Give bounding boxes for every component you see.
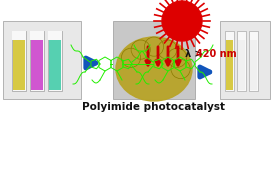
FancyBboxPatch shape xyxy=(48,31,62,91)
FancyBboxPatch shape xyxy=(49,40,61,90)
FancyBboxPatch shape xyxy=(250,40,257,90)
Circle shape xyxy=(162,1,202,41)
Text: Polyimide photocatalyst: Polyimide photocatalyst xyxy=(82,102,225,112)
Ellipse shape xyxy=(116,37,192,101)
FancyBboxPatch shape xyxy=(225,31,234,91)
FancyBboxPatch shape xyxy=(12,31,26,91)
Text: 420 nm: 420 nm xyxy=(196,49,237,59)
FancyBboxPatch shape xyxy=(48,31,62,40)
FancyBboxPatch shape xyxy=(12,31,26,40)
FancyBboxPatch shape xyxy=(30,31,44,40)
FancyBboxPatch shape xyxy=(226,40,233,90)
FancyBboxPatch shape xyxy=(3,21,81,99)
FancyBboxPatch shape xyxy=(113,21,195,99)
FancyBboxPatch shape xyxy=(31,40,43,90)
FancyBboxPatch shape xyxy=(249,31,258,91)
FancyBboxPatch shape xyxy=(30,31,44,91)
Text: λ >: λ > xyxy=(185,49,206,59)
FancyBboxPatch shape xyxy=(238,40,245,90)
FancyBboxPatch shape xyxy=(237,31,246,91)
FancyBboxPatch shape xyxy=(220,21,270,99)
FancyBboxPatch shape xyxy=(13,40,25,90)
